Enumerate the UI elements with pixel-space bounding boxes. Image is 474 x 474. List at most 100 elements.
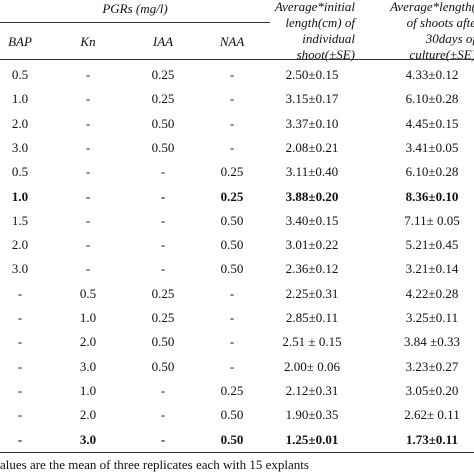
cell: 0.50 <box>220 407 244 423</box>
cell: 3.41±0.05 <box>405 139 459 155</box>
cell: 4.45±0.15 <box>405 115 459 131</box>
cell: - <box>17 285 23 301</box>
cell: 0.25 <box>220 164 244 180</box>
cell: - <box>229 310 235 325</box>
cell: 3.0 <box>79 431 97 447</box>
cell: 3.84 ±0.33 <box>404 334 460 350</box>
cell: - <box>160 212 166 228</box>
cell: 0.25 <box>151 67 175 82</box>
cell: - <box>85 188 91 204</box>
cell: - <box>17 310 23 325</box>
cell: 0.25 <box>151 91 175 107</box>
cell: 3.0 <box>11 139 29 155</box>
cell: - <box>160 407 166 423</box>
cell: 0.50 <box>151 115 175 131</box>
cell: - <box>85 67 91 82</box>
cell: - <box>85 164 91 180</box>
cell: 2.0 <box>11 237 29 253</box>
cell: - <box>160 431 166 447</box>
column-header: shoot(±SE) <box>296 47 355 62</box>
column-header: individual <box>302 31 355 46</box>
cell: 1.73±0.11 <box>406 431 458 447</box>
cell: 0.5 <box>79 285 97 301</box>
cell: - <box>17 334 23 350</box>
cell: 3.25±0.11 <box>405 310 459 325</box>
cell: 0.50 <box>220 212 244 228</box>
cell: 3.15±0.17 <box>285 91 339 107</box>
cell: - <box>17 407 23 423</box>
cell: 6.10±0.28 <box>405 164 459 180</box>
cell: 0.50 <box>151 139 175 155</box>
cell: 1.0 <box>79 310 97 325</box>
rule <box>0 22 270 23</box>
cell: 1.0 <box>11 91 29 107</box>
cell: - <box>85 261 91 277</box>
cell: - <box>160 382 166 398</box>
column-header: IAA <box>152 34 174 49</box>
cell: 3.23±0.27 <box>405 358 459 374</box>
cell: 3.01±0.22 <box>285 237 339 253</box>
column-header: length(cm) of <box>285 15 355 30</box>
cell: 2.0 <box>79 334 97 350</box>
cell: - <box>85 237 91 253</box>
cell: 0.50 <box>151 358 175 374</box>
column-header: Average*length( <box>390 0 474 14</box>
rule <box>0 59 474 60</box>
cell: - <box>229 139 235 155</box>
cell: 1.90±0.35 <box>285 407 339 423</box>
group-header: PGRs (mg/l) <box>102 1 168 16</box>
cell: 6.10±0.28 <box>405 91 459 107</box>
cell: - <box>160 164 166 180</box>
cell: 3.37±0.10 <box>285 115 339 131</box>
column-header: Kn <box>80 34 96 49</box>
cell: 2.0 <box>11 115 29 131</box>
cell: 3.0 <box>79 358 97 374</box>
cell: 4.22±0.28 <box>405 285 459 301</box>
cell: 2.0 <box>79 407 97 423</box>
cell: 0.50 <box>220 237 244 253</box>
cell: - <box>229 115 235 131</box>
cell: - <box>85 212 91 228</box>
column-header: culture(±SE) <box>409 47 474 62</box>
cell: 2.85±0.11 <box>285 310 339 325</box>
cell: - <box>160 237 166 253</box>
column-header: Average*initial <box>274 0 355 14</box>
cell: - <box>85 115 91 131</box>
cell: 1.25±0.01 <box>285 431 339 447</box>
cell: 3.21±0.14 <box>405 261 459 277</box>
cell: 0.50 <box>220 431 244 447</box>
cell: 2.36±0.12 <box>285 261 339 277</box>
cell: 3.0 <box>11 261 29 277</box>
cell: - <box>229 285 235 301</box>
cell: - <box>160 188 166 204</box>
cell: 2.25±0.31 <box>285 285 339 301</box>
cell: - <box>85 91 91 107</box>
cell: 7.11± 0.05 <box>404 212 460 228</box>
cell: 5.21±0.45 <box>405 237 459 253</box>
cell: 8.36±0.10 <box>405 188 459 204</box>
cell: 1.0 <box>11 188 29 204</box>
cell: 2.51 ± 0.15 <box>282 334 342 350</box>
cell: 2.08±0.21 <box>285 139 339 155</box>
cell: 0.25 <box>220 382 244 398</box>
cell: 3.11±0.40 <box>285 164 339 180</box>
column-header: 30days of <box>425 31 474 46</box>
cell: - <box>17 431 23 447</box>
cell: 0.5 <box>11 67 29 82</box>
cell: 1.5 <box>11 212 29 228</box>
cell: 0.50 <box>220 261 244 277</box>
cell: 3.05±0.20 <box>405 382 459 398</box>
cell: 0.25 <box>151 310 175 325</box>
cell: - <box>229 67 235 82</box>
cell: 2.12±0.31 <box>285 382 339 398</box>
column-header: BAP <box>8 34 32 49</box>
footnote: alues are the mean of three replicates e… <box>0 457 309 472</box>
cell: 0.25 <box>151 285 175 301</box>
cell: 2.00± 0.06 <box>284 358 340 374</box>
rule <box>0 452 474 453</box>
cell: - <box>85 139 91 155</box>
cell: - <box>229 91 235 107</box>
cell: - <box>17 382 23 398</box>
column-header: of shoots afte <box>406 15 474 30</box>
